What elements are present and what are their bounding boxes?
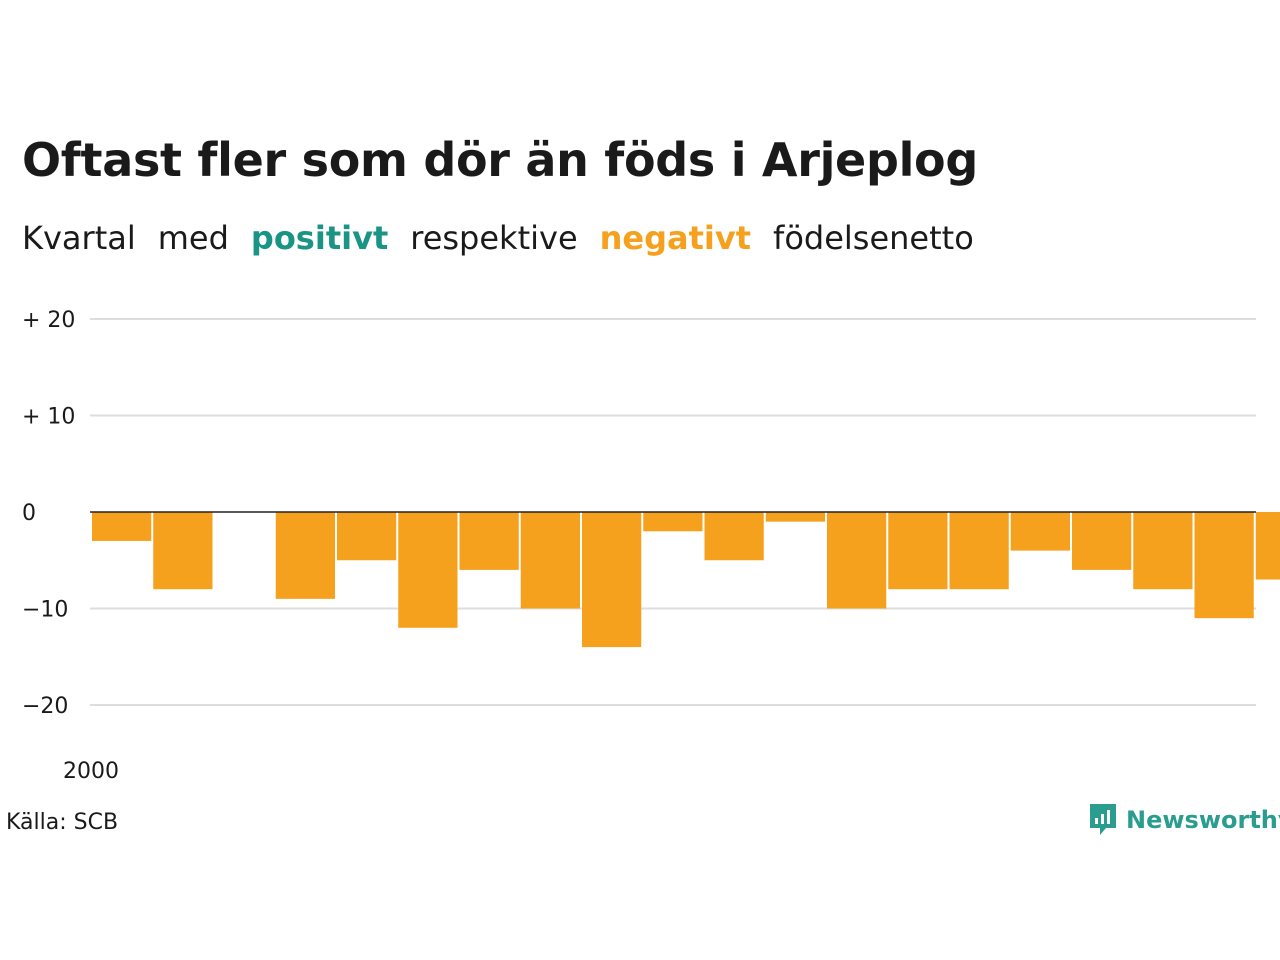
bar (643, 512, 703, 532)
y-tick-label: 0 (22, 501, 36, 526)
subtitle-negative-label: negativt (599, 219, 752, 257)
bar (1072, 512, 1132, 570)
bar (1194, 512, 1254, 619)
y-tick-label: + 20 (22, 308, 75, 333)
subtitle-word: Kvartal (22, 219, 136, 257)
bar (337, 512, 397, 561)
y-tick-label: + 10 (22, 405, 75, 430)
bar (827, 512, 887, 609)
chart-subtitle: Kvartal med positivt respektive negativt föde… (22, 216, 996, 260)
x-tick-label: 2000 (63, 759, 119, 784)
chart-title: Oftast fler som dör än föds i Arjeplog (22, 133, 978, 187)
source-note: Källa: SCB (6, 810, 119, 835)
gridlines (90, 318, 1256, 706)
bar (704, 512, 764, 561)
subtitle-positive-label: positivt (250, 219, 389, 257)
subtitle-word: respektive (410, 219, 578, 257)
bar (1133, 512, 1193, 590)
bar (949, 512, 1009, 590)
x-axis-ticks: 20002005201020152020 (63, 759, 119, 784)
bar (765, 512, 825, 522)
bar (275, 512, 335, 599)
bar (1010, 512, 1070, 551)
brand-logo: Newsworthy (1088, 802, 1280, 838)
bar-chart: + 20 + 10 0 −10 −20 20002005201020152020 (22, 308, 1280, 784)
bar (520, 512, 580, 609)
newsworthy-logo-icon (1090, 804, 1116, 835)
subtitle-word: med (157, 219, 229, 257)
subtitle-word: födelsenetto (773, 219, 974, 257)
bars (92, 512, 1280, 648)
y-tick-label: −10 (22, 598, 68, 623)
y-tick-label: −20 (22, 694, 68, 719)
bar (153, 512, 213, 590)
y-axis-ticks: + 20 + 10 0 −10 −20 (22, 308, 75, 719)
bar (459, 512, 519, 570)
bar (582, 512, 642, 648)
bar (888, 512, 948, 590)
brand-name: Newsworthy (1126, 806, 1280, 834)
bar (92, 512, 152, 541)
bar (398, 512, 458, 628)
bar (1255, 512, 1280, 580)
